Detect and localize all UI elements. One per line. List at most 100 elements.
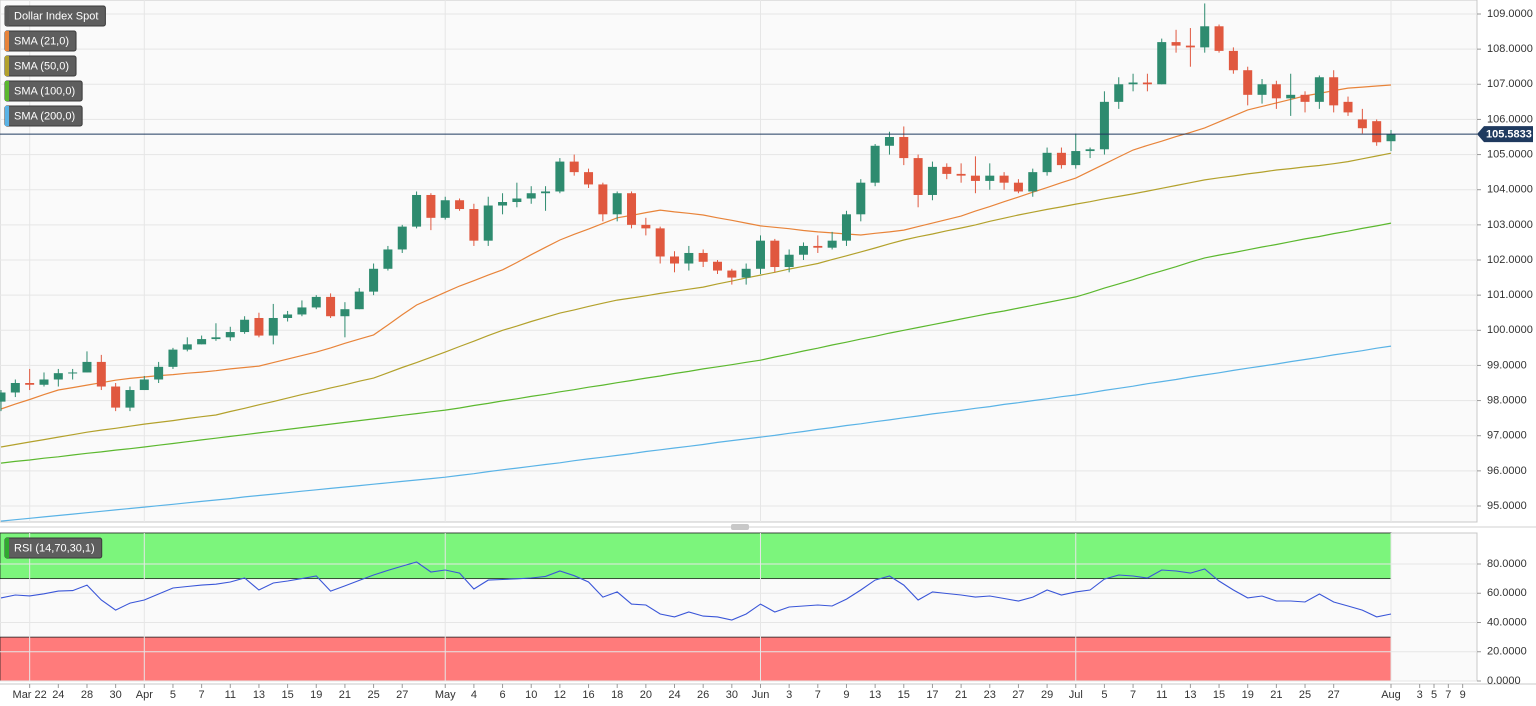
candle-body: [68, 372, 78, 374]
candle-body: [555, 161, 565, 192]
y-tick-label: 60.0000: [1487, 587, 1527, 599]
y-tick-label: 103.0000: [1487, 219, 1533, 231]
x-tick-label: 11: [225, 689, 236, 701]
sma-line: [0, 84, 1392, 410]
y-tick-label: 104.0000: [1487, 184, 1533, 196]
x-tick-label: 7: [815, 689, 821, 701]
legend-swatch: [5, 106, 9, 126]
candle-body: [670, 256, 680, 264]
candle-body: [1171, 42, 1181, 46]
candle-body: [397, 226, 407, 250]
legend-label: Dollar Index Spot: [14, 10, 98, 22]
x-tick-label: 4: [471, 689, 477, 701]
candle-body: [913, 158, 923, 195]
x-tick-label: 24: [52, 689, 64, 701]
candle-body: [1386, 134, 1396, 142]
candle-body: [197, 339, 207, 345]
candle-body: [526, 193, 536, 199]
candle-body: [483, 205, 493, 241]
candle-body: [1314, 77, 1324, 102]
candle-body: [1085, 149, 1095, 152]
x-tick-label: 13: [253, 689, 265, 701]
candle-body: [383, 249, 393, 269]
x-tick-label: 15: [1213, 689, 1225, 701]
candle-body: [168, 349, 178, 367]
candle-body: [426, 194, 436, 218]
candle-body: [1329, 77, 1339, 106]
x-tick-label: Aug: [1381, 689, 1401, 701]
x-tick-label: 18: [611, 689, 623, 701]
x-tick-label: 30: [110, 689, 122, 701]
candle-body: [1300, 94, 1310, 102]
candle-body: [698, 252, 708, 262]
candle-body: [942, 166, 952, 174]
candle-body: [1056, 152, 1066, 166]
candle-body: [684, 252, 694, 264]
x-tick-label: 9: [843, 689, 849, 701]
y-tick-label: 80.0000: [1487, 558, 1527, 570]
x-tick-label: 7: [199, 689, 205, 701]
x-tick-label: 11: [1156, 689, 1167, 701]
y-tick-label: 105.0000: [1487, 148, 1533, 160]
candle-body: [1028, 172, 1038, 192]
x-tick-label: 6: [499, 689, 505, 701]
candle-body: [0, 392, 6, 402]
candle-body: [798, 245, 808, 255]
sma-line: [0, 345, 1392, 522]
y-tick-label: 108.0000: [1487, 43, 1533, 55]
x-tick-label: 19: [1242, 689, 1254, 701]
price-panel: [0, 0, 1478, 523]
candle-body: [856, 182, 866, 215]
candle-body: [82, 361, 92, 373]
candle-body: [10, 383, 20, 393]
oversold-zone: [0, 636, 1392, 682]
candle-body: [827, 240, 837, 248]
candle-body: [154, 366, 164, 380]
x-tick-label: 5: [170, 689, 176, 701]
candle-body: [755, 240, 765, 269]
candle-body: [584, 172, 594, 185]
candle-body: [1286, 94, 1296, 99]
candle-body: [784, 254, 794, 268]
x-tick-label: Jun: [752, 689, 770, 701]
candle-body: [627, 193, 637, 225]
legend-swatch: [5, 538, 9, 558]
candle-body: [455, 200, 465, 210]
y-tick-label: 95.0000: [1487, 500, 1527, 512]
candle-body: [25, 383, 35, 385]
candle-body: [999, 175, 1009, 183]
candle-body: [225, 332, 235, 338]
candle-body: [268, 317, 278, 336]
x-tick-label: 27: [396, 689, 408, 701]
x-tick-label: 23: [984, 689, 996, 701]
x-tick-label: 21: [955, 689, 967, 701]
x-tick-label: 3: [1417, 689, 1423, 701]
y-tick-label: 100.0000: [1487, 324, 1533, 336]
candle-body: [1114, 84, 1124, 102]
candle-body: [297, 307, 307, 315]
legend-swatch: [5, 56, 9, 76]
y-tick-label: 98.0000: [1487, 394, 1527, 406]
candle-body: [1343, 101, 1353, 113]
candle-body: [254, 317, 264, 336]
legend-swatch: [5, 6, 9, 26]
candle-body: [741, 268, 751, 278]
candle-body: [1185, 45, 1195, 48]
candle-body: [884, 136, 894, 146]
x-tick-label: May: [435, 689, 456, 701]
divider-handle[interactable]: [731, 524, 749, 530]
candle-body: [111, 386, 121, 408]
last-price-label: 105.5833: [1486, 128, 1532, 140]
x-tick-label: 16: [582, 689, 594, 701]
candle-body: [39, 379, 49, 385]
legend-item: SMA (200,0): [4, 105, 83, 127]
candle-body: [1042, 152, 1052, 173]
y-tick-label: 20.0000: [1487, 646, 1527, 658]
x-tick-label: Apr: [136, 689, 153, 701]
legend-label: SMA (100,0): [14, 85, 75, 97]
y-tick-label: 101.0000: [1487, 289, 1533, 301]
legend-label: SMA (50,0): [14, 60, 69, 72]
candle-body: [770, 240, 780, 268]
legend-label: RSI (14,70,30,1): [14, 542, 95, 554]
x-tick-label: 25: [367, 689, 379, 701]
